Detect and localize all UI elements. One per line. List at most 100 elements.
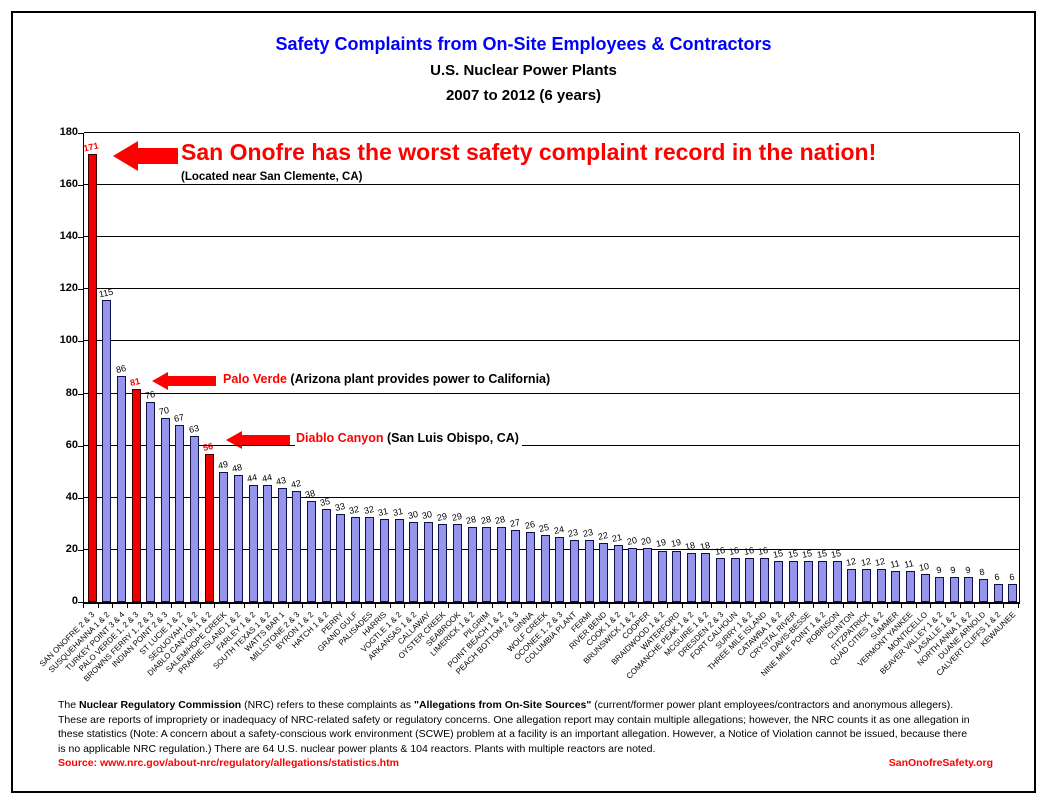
chart-title: Safety Complaints from On-Site Employees…: [275, 34, 772, 54]
x-axis-tick-mark: [243, 604, 245, 608]
x-axis-tick-mark: [915, 604, 917, 608]
x-axis-tick-mark: [419, 604, 421, 608]
bar: [628, 547, 638, 602]
x-axis-tick-mark: [112, 604, 114, 608]
bar: [555, 537, 565, 602]
bar: [175, 425, 185, 602]
x-axis-tick-mark: [579, 604, 581, 608]
y-axis-tick-mark: [78, 185, 83, 187]
x-axis-tick-mark: [126, 604, 128, 608]
bar: [920, 573, 930, 602]
x-axis-tick-mark: [930, 604, 932, 608]
bar: [117, 375, 127, 602]
x-axis-tick-mark: [258, 604, 260, 608]
x-axis-tick-mark: [667, 604, 669, 608]
bar: [716, 558, 725, 602]
x-axis-tick-mark: [959, 604, 961, 608]
bar: [905, 571, 915, 602]
x-axis-tick-mark: [345, 604, 347, 608]
x-axis-tick-mark: [97, 604, 99, 608]
x-axis-tick-mark: [711, 604, 713, 608]
x-axis-tick-mark: [652, 604, 654, 608]
bar: [365, 516, 375, 602]
y-axis-tick-mark: [78, 602, 83, 603]
y-axis-tick-mark: [78, 549, 83, 551]
bar: [701, 553, 711, 602]
bar: [482, 527, 492, 602]
bar: [789, 560, 799, 602]
bar: [263, 485, 273, 602]
bar: [336, 514, 346, 602]
x-axis-tick-mark: [141, 604, 143, 608]
bar: [672, 550, 682, 602]
bar: [321, 508, 331, 602]
x-axis-tick-mark: [842, 604, 844, 608]
diablo-canyon-arrow-shaft: [242, 435, 290, 445]
y-axis-tick-mark: [78, 133, 83, 134]
gridline: [84, 236, 1019, 238]
bar: [423, 521, 433, 602]
x-axis-tick-mark: [1018, 604, 1019, 608]
x-axis-tick-mark: [638, 604, 640, 608]
gridline: [84, 496, 1019, 498]
bar: [978, 579, 988, 602]
bar: [935, 576, 945, 602]
x-axis-tick-mark: [974, 604, 976, 608]
x-axis-tick-mark: [170, 604, 172, 608]
diablo-canyon-arrow-icon: [226, 431, 242, 449]
diablo-canyon-name: Diablo Canyon: [296, 431, 384, 445]
gridline: [84, 184, 1019, 186]
bar: [642, 547, 652, 602]
bar: [730, 558, 740, 602]
y-axis-tick-mark: [78, 237, 83, 239]
x-axis-tick-mark: [492, 604, 494, 608]
y-axis-tick-label: 0: [71, 595, 78, 607]
x-axis-tick-mark: [477, 604, 479, 608]
x-axis-tick-mark: [681, 604, 683, 608]
bar: [87, 154, 97, 602]
x-axis-tick-mark: [857, 604, 859, 608]
big-left-arrow-shaft: [138, 148, 178, 164]
x-axis-tick-mark: [944, 604, 946, 608]
diablo-canyon-note: (San Luis Obispo, CA): [383, 431, 519, 445]
y-axis-tick-label: 40: [65, 490, 78, 503]
bar: [584, 540, 594, 602]
x-axis-tick-mark: [156, 604, 158, 608]
bar: [964, 576, 974, 602]
bar: [774, 560, 784, 602]
gridline: [84, 340, 1019, 342]
bar: [891, 571, 901, 602]
footer-line: The Nuclear Regulatory Commission (NRC) …: [58, 699, 954, 711]
bar: [467, 527, 477, 602]
bar: [219, 472, 229, 602]
y-axis-tick-label: 120: [59, 282, 78, 295]
x-axis-tick-mark: [331, 604, 333, 608]
footer-notes: The Nuclear Regulatory Commission (NRC) …: [58, 698, 1008, 756]
bar: [438, 524, 448, 602]
y-axis-tick-label: 20: [65, 542, 78, 555]
bar: [526, 532, 536, 602]
bar: [409, 521, 419, 602]
bar: [102, 300, 112, 602]
bar: [540, 534, 550, 602]
source-url: Source: www.nrc.gov/about-nrc/regulatory…: [58, 757, 399, 769]
figure-border: [11, 11, 1036, 793]
footer-line: is no applicable NRC regulation.) There …: [58, 742, 656, 755]
footer-line: these statistics (Note: A concern about …: [58, 728, 968, 740]
chart-subtitle: U.S. Nuclear Power Plants: [430, 62, 617, 79]
bar: [379, 519, 389, 602]
bar: [292, 490, 302, 602]
palo-verde-arrow-icon: [152, 372, 168, 390]
bar: [803, 560, 813, 602]
x-axis-tick-mark: [550, 604, 552, 608]
bar: [745, 558, 755, 602]
bar: [131, 388, 141, 602]
x-axis-tick-mark: [740, 604, 742, 608]
bar: [394, 519, 404, 602]
bar: [190, 435, 200, 602]
x-axis-tick-mark: [901, 604, 903, 608]
x-axis-tick-mark: [214, 604, 216, 608]
gridline: [84, 548, 1019, 550]
plot-area: 171 115 86 81 76 70 67 63 56 49 48 44 44 43 42 38 35 33 32…: [83, 132, 1020, 604]
palo-verde-name: Palo Verde: [223, 372, 287, 386]
